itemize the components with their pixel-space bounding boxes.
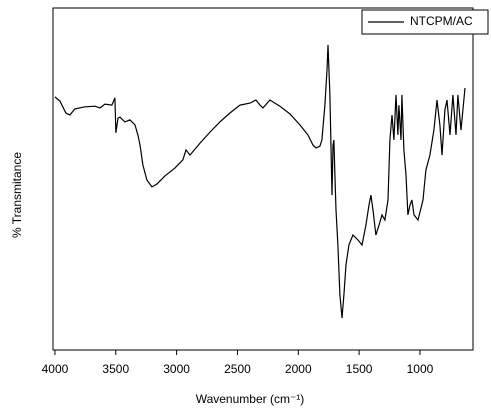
x-axis-title: Wavenumber (cm⁻¹) (196, 392, 305, 406)
x-tick-label: 2000 (285, 362, 312, 376)
x-tick-label: 3000 (163, 362, 190, 376)
x-tick-label: 1500 (346, 362, 373, 376)
plot-frame (52, 7, 474, 351)
x-tick-label: 3500 (102, 362, 129, 376)
spectrum-line (54, 44, 466, 318)
x-tick-label: 1000 (407, 362, 434, 376)
x-tick-label: 4000 (42, 362, 69, 376)
legend-box (361, 9, 489, 35)
legend-label: NTCPM/AC (410, 14, 473, 28)
x-tick-label: 2500 (224, 362, 251, 376)
y-axis-title: % Transmitance (10, 152, 24, 238)
